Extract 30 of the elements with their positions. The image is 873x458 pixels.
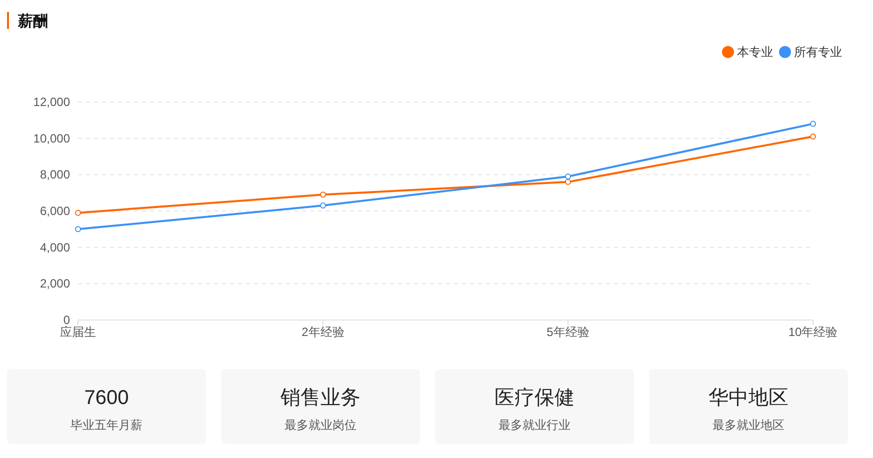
point [565,178,571,185]
point [320,192,326,198]
point [75,210,81,216]
text: 毕业五年月薪 [70,418,142,432]
y-tick-label: 6,000 [40,204,70,218]
text: 医疗保健 [494,387,574,409]
point [810,134,816,140]
y-tick-label: 2,000 [40,276,70,291]
y-tick-label: 4,000 [40,240,70,254]
y-tick-label: 12,000 [33,95,70,109]
text: 最多就业行业 [498,418,570,432]
legend-label: 本专业 [737,45,773,59]
x-tick-label: 10年经验 [788,325,838,339]
text: 华中地区 [708,387,788,409]
chart-title: 薪酬 [17,13,48,30]
point [75,226,81,232]
x-tick-label: 应届生 [60,325,96,339]
x-tick-label: 5年经验 [546,325,590,339]
text: 7600 [84,387,129,409]
text: 最多就业地区 [712,418,784,432]
y-tick-label: 10,000 [33,131,70,146]
y-tick-label: 0 [63,313,70,327]
legend-label: 所有专业 [794,45,842,59]
x-tick-label: 2年经验 [302,325,344,339]
y-tick-label: 8,000 [40,168,70,182]
text: 最多就业岗位 [284,418,356,432]
point [320,202,326,209]
point [565,173,571,180]
text: 销售业务 [280,387,360,409]
point [810,120,816,127]
